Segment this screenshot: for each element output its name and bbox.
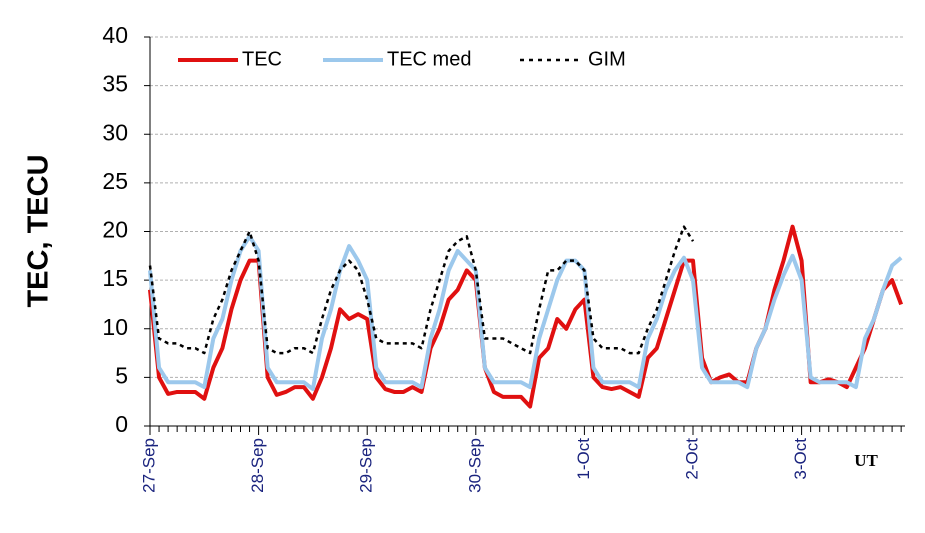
legend-label: GIM — [588, 48, 626, 70]
y-tick-label: 5 — [115, 362, 128, 388]
series-line — [148, 225, 695, 355]
y-tick-label: 35 — [102, 71, 128, 97]
legend-label: TEC — [242, 48, 282, 70]
legend-label: TEC med — [387, 48, 471, 70]
x-annotation: UT — [854, 451, 878, 470]
x-tick-label: 29-Sep — [357, 438, 376, 493]
y-tick-label: 0 — [115, 411, 128, 437]
y-tick-label: 10 — [102, 314, 128, 340]
y-tick-label: 30 — [102, 119, 128, 145]
y-axis-label: TEC, TECU — [23, 154, 55, 307]
x-tick-label: 3-Oct — [791, 438, 810, 480]
x-tick-label: 30-Sep — [465, 438, 484, 493]
y-tick-label: 25 — [102, 168, 128, 194]
x-tick-label: 2-Oct — [682, 438, 701, 480]
series-line — [148, 224, 904, 409]
y-tick-label: 40 — [102, 22, 128, 48]
x-tick-label: 27-Sep — [139, 438, 158, 493]
x-tick-label: 1-Oct — [574, 438, 593, 480]
y-tick-label: 15 — [102, 265, 128, 291]
x-tick-label: 28-Sep — [248, 438, 267, 493]
series-line — [148, 234, 903, 392]
y-tick-label: 20 — [102, 217, 128, 243]
